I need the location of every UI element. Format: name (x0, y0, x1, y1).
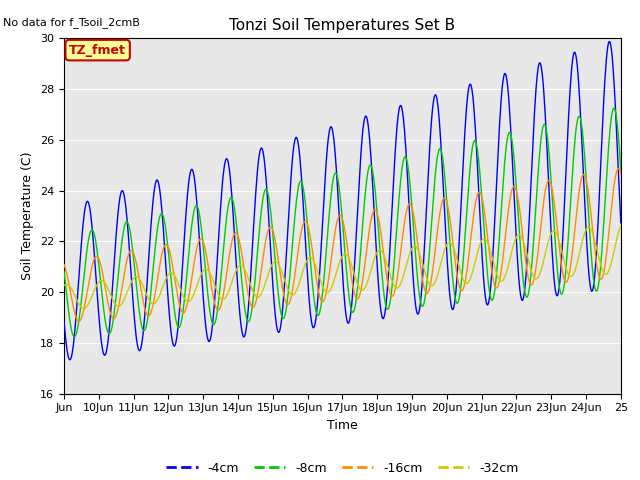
Title: Tonzi Soil Temperatures Set B: Tonzi Soil Temperatures Set B (229, 18, 456, 33)
Y-axis label: Soil Temperature (C): Soil Temperature (C) (22, 152, 35, 280)
Text: TZ_fmet: TZ_fmet (69, 44, 126, 57)
Text: No data for f_Tsoil_2cmB: No data for f_Tsoil_2cmB (3, 17, 140, 28)
X-axis label: Time: Time (327, 419, 358, 432)
Legend: -4cm, -8cm, -16cm, -32cm: -4cm, -8cm, -16cm, -32cm (161, 456, 524, 480)
